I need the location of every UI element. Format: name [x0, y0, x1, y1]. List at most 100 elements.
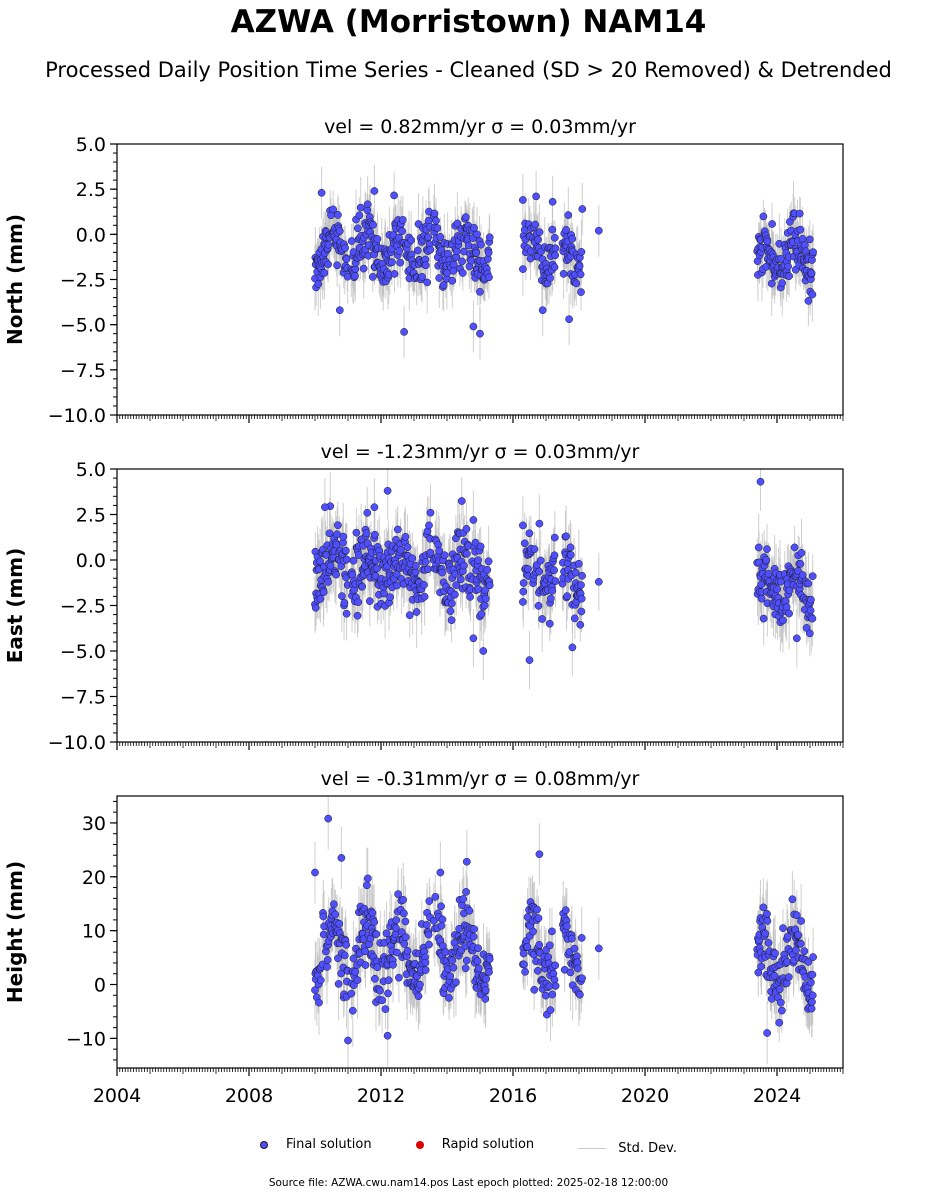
legend-stddev-line — [578, 1147, 607, 1149]
final-solution-point — [344, 1036, 352, 1045]
final-solution-point — [568, 643, 577, 652]
final-solution-point — [807, 978, 815, 987]
final-solution-point — [535, 850, 544, 859]
final-solution-point — [390, 191, 398, 200]
final-solution-point — [461, 213, 470, 221]
final-solution-point — [477, 240, 485, 249]
final-solution-point — [785, 272, 793, 280]
final-solution-point — [479, 647, 488, 655]
y-tick-label: 2.5 — [76, 505, 106, 527]
final-solution-point — [482, 975, 490, 983]
final-solution-point — [401, 917, 410, 926]
final-solution-point — [324, 814, 333, 823]
final-solution-point — [453, 219, 462, 228]
final-solution-point — [485, 233, 494, 242]
final-solution-point — [447, 616, 456, 625]
panel-east: vel = -1.23mm/yr σ = 0.03mm/yr 5.0 2.5 0.0 −… — [3, 441, 844, 754]
legend-rapid-marker — [415, 1140, 424, 1149]
final-solution-point — [420, 592, 429, 601]
final-solution-point — [776, 577, 785, 586]
final-solution-point — [390, 270, 399, 278]
final-solution-point — [343, 555, 351, 564]
final-solution-point — [338, 592, 346, 600]
final-solution-point — [757, 962, 766, 971]
final-solution-point — [314, 280, 323, 288]
final-solution-point — [456, 575, 465, 584]
final-solution-point — [334, 521, 342, 530]
final-solution-point — [437, 921, 446, 930]
final-solution-point — [573, 964, 582, 973]
final-solution-point — [462, 888, 470, 896]
final-solution-point — [594, 944, 603, 953]
final-solution-point — [435, 274, 444, 282]
final-solution-point — [519, 521, 527, 530]
final-solution-point — [386, 593, 394, 602]
final-solution-point — [337, 854, 346, 862]
y-axis-north: 5.0 2.5 0.0 −2.5 −5.0 −7.5 −10.0 — [48, 134, 117, 427]
final-solution-point — [362, 529, 371, 538]
x-tick-label: 2004 — [93, 1085, 141, 1107]
final-solution-point — [384, 989, 392, 998]
final-solution-point — [559, 270, 568, 278]
final-solution-point — [426, 548, 435, 557]
final-solution-point — [347, 237, 356, 245]
final-solution-point — [533, 905, 541, 914]
final-solution-point — [431, 893, 440, 901]
final-solution-point — [469, 516, 478, 524]
final-solution-point — [784, 262, 792, 271]
x-axis-height: 2004 2008 2012 2016 2020 2024 — [93, 1068, 844, 1107]
final-solution-point — [792, 946, 800, 954]
y-tick-label: 0 — [94, 975, 106, 997]
final-solution-point — [577, 607, 586, 616]
final-solution-point — [420, 581, 428, 589]
final-solution-point — [790, 543, 799, 552]
legend-stddev: Std. Dev. — [578, 1141, 677, 1156]
final-solution-point — [524, 565, 532, 573]
y-tick-label: −5.0 — [60, 641, 106, 663]
final-solution-point — [804, 958, 813, 966]
final-solution-point — [551, 577, 560, 585]
final-solution-point — [792, 634, 801, 643]
final-solution-point — [373, 963, 382, 972]
final-solution-point — [466, 593, 474, 601]
final-solution-point — [577, 248, 586, 256]
final-solution-point — [550, 566, 558, 575]
final-solution-point — [425, 897, 434, 905]
final-solution-point — [796, 939, 805, 948]
y-tick-label: −10.0 — [48, 405, 106, 427]
final-solution-point — [369, 220, 377, 229]
final-solution-point — [805, 629, 814, 638]
final-solution-point — [763, 545, 771, 553]
final-solution-point — [394, 890, 402, 898]
final-solution-point — [476, 287, 484, 296]
final-solution-point — [444, 249, 452, 258]
final-solution-point — [570, 944, 579, 953]
final-solution-point — [530, 545, 539, 553]
final-solution-point — [563, 592, 572, 600]
final-solution-point — [795, 209, 804, 218]
final-solution-point — [370, 503, 379, 512]
final-solution-point — [349, 954, 358, 963]
final-solution-point — [383, 486, 392, 495]
final-solution-point — [448, 599, 456, 608]
final-solution-point — [575, 262, 584, 270]
final-solution-point — [541, 991, 550, 1000]
final-solution-point — [785, 609, 793, 618]
final-solution-point — [330, 900, 338, 909]
final-solution-point — [577, 288, 585, 296]
final-solution-point — [481, 586, 489, 595]
final-solution-point — [763, 917, 772, 925]
final-solution-point — [356, 203, 365, 212]
final-solution-point — [352, 528, 361, 537]
final-solution-point — [462, 956, 471, 965]
final-solution-point — [452, 581, 461, 589]
y-tick-label: 5.0 — [76, 134, 106, 156]
final-solution-point — [473, 230, 481, 239]
final-solution-point — [797, 917, 805, 925]
final-solution-point — [474, 585, 483, 593]
final-solution-point — [808, 614, 817, 623]
final-solution-point — [808, 572, 817, 581]
final-solution-point — [550, 263, 559, 272]
final-solution-point — [424, 930, 433, 939]
final-solution-point — [545, 619, 554, 628]
